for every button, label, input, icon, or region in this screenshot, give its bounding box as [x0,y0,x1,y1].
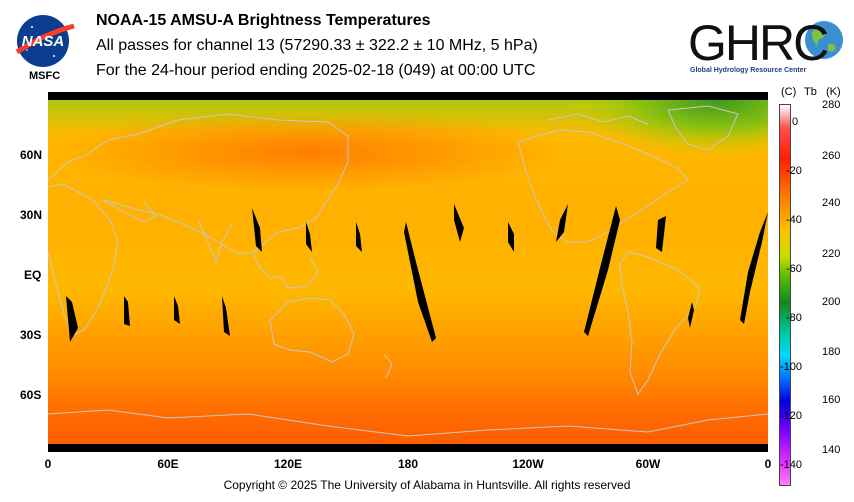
coast-se-asia [252,251,319,289]
coast-south-america [619,251,701,396]
colorbar [779,104,791,486]
colorbar-unit-c: (C) [781,86,797,98]
colorbar-k-tick: 180 [822,346,841,358]
colorbar-c-tick: -80 [786,312,802,324]
colorbar-k-tick: 160 [822,394,841,406]
coast-arabia [102,199,157,223]
top-nodata-band [48,92,768,100]
colorbar-unit-tb: Tb [804,86,817,98]
lon-label-0: 0 [44,457,52,471]
lat-label-30s: 30S [20,328,42,342]
coast-greenland [667,105,739,151]
lat-label-30n: 30N [20,208,43,222]
coast-canada-islands [547,113,649,125]
nasa-logo-text: NASA [22,33,65,50]
copyright-notice: Copyright © 2025 The University of Alaba… [223,478,631,492]
swath-gap [306,222,312,252]
swath-gap [508,222,514,252]
swath-gap [740,212,768,324]
colorbar-k-tick: 220 [822,248,841,260]
nasa-logo-circle [17,15,69,67]
swath-gap [174,296,180,324]
colorbar-c-tick: -140 [780,459,803,471]
swath-gaps [66,204,768,342]
swath-gap [656,216,666,252]
swath-gap [66,296,78,342]
lon-label-60e: 60E [157,457,179,471]
colorbar-c-tick: -120 [780,410,803,422]
coast-africa [48,183,119,337]
swath-gap [688,302,694,328]
lat-label-60s: 60S [20,388,42,402]
coastlines [48,105,768,437]
colorbar-k-tick: 280 [822,99,841,111]
page-title: NOAA-15 AMSU-A Brightness Temperatures [96,12,431,29]
swath-gap [124,296,130,326]
colorbar-k-tick: 240 [822,197,841,209]
swath-gap [222,296,230,336]
swath-gap [556,204,568,242]
nasa-logo: NASA [15,15,75,67]
ghrc-logo-subtext: Global Hydrology Resource Center [690,67,807,74]
swath-gap [404,222,436,342]
coast-india [197,219,233,264]
swath-gap [454,204,464,242]
colorbar-c-tick: -60 [786,263,802,275]
colorbar-k-tick: 260 [822,150,841,162]
colorbar-c-tick: -40 [786,214,802,226]
colorbar-c-tick: -20 [786,165,802,177]
swath-gap [356,222,362,252]
channel-subtitle: All passes for channel 13 (57290.33 ± 32… [96,37,538,54]
coast-north-america [517,129,689,243]
warm-band [48,112,568,192]
period-line: For the 24-hour period ending 2025-02-18… [96,62,536,79]
ghrc-logo-text: GHRC [688,15,828,71]
lon-label-180: 180 [397,457,419,471]
lat-label-eq: EQ [24,268,42,282]
coast-new-zealand [383,353,393,379]
brightness-temperature-map [48,92,768,452]
lon-label-60w: 60W [635,457,661,471]
lat-label-60n: 60N [20,148,43,162]
bottom-nodata-band [48,444,768,452]
ghrc-logo: GHRC Global Hydrology Resource Center [688,15,843,74]
lon-label-120e: 120E [273,457,303,471]
coast-europe-asia [48,113,349,255]
colorbar-c-tick: 0 [792,116,799,128]
colorbar-k-tick: 200 [822,296,841,308]
nasa-center-label: MSFC [29,70,61,82]
swath-gap [584,206,620,336]
swath-gap [252,208,262,252]
lon-label-120w: 120W [512,457,544,471]
coast-australia [269,297,355,363]
colorbar-k-tick: 140 [822,444,841,456]
lon-label-0-east: 0 [764,457,772,471]
nasa-logo-swoosh [15,23,75,55]
colorbar-c-tick: -100 [780,361,803,373]
coast-antarctica [48,409,768,437]
colorbar-unit-k: (K) [826,86,841,98]
